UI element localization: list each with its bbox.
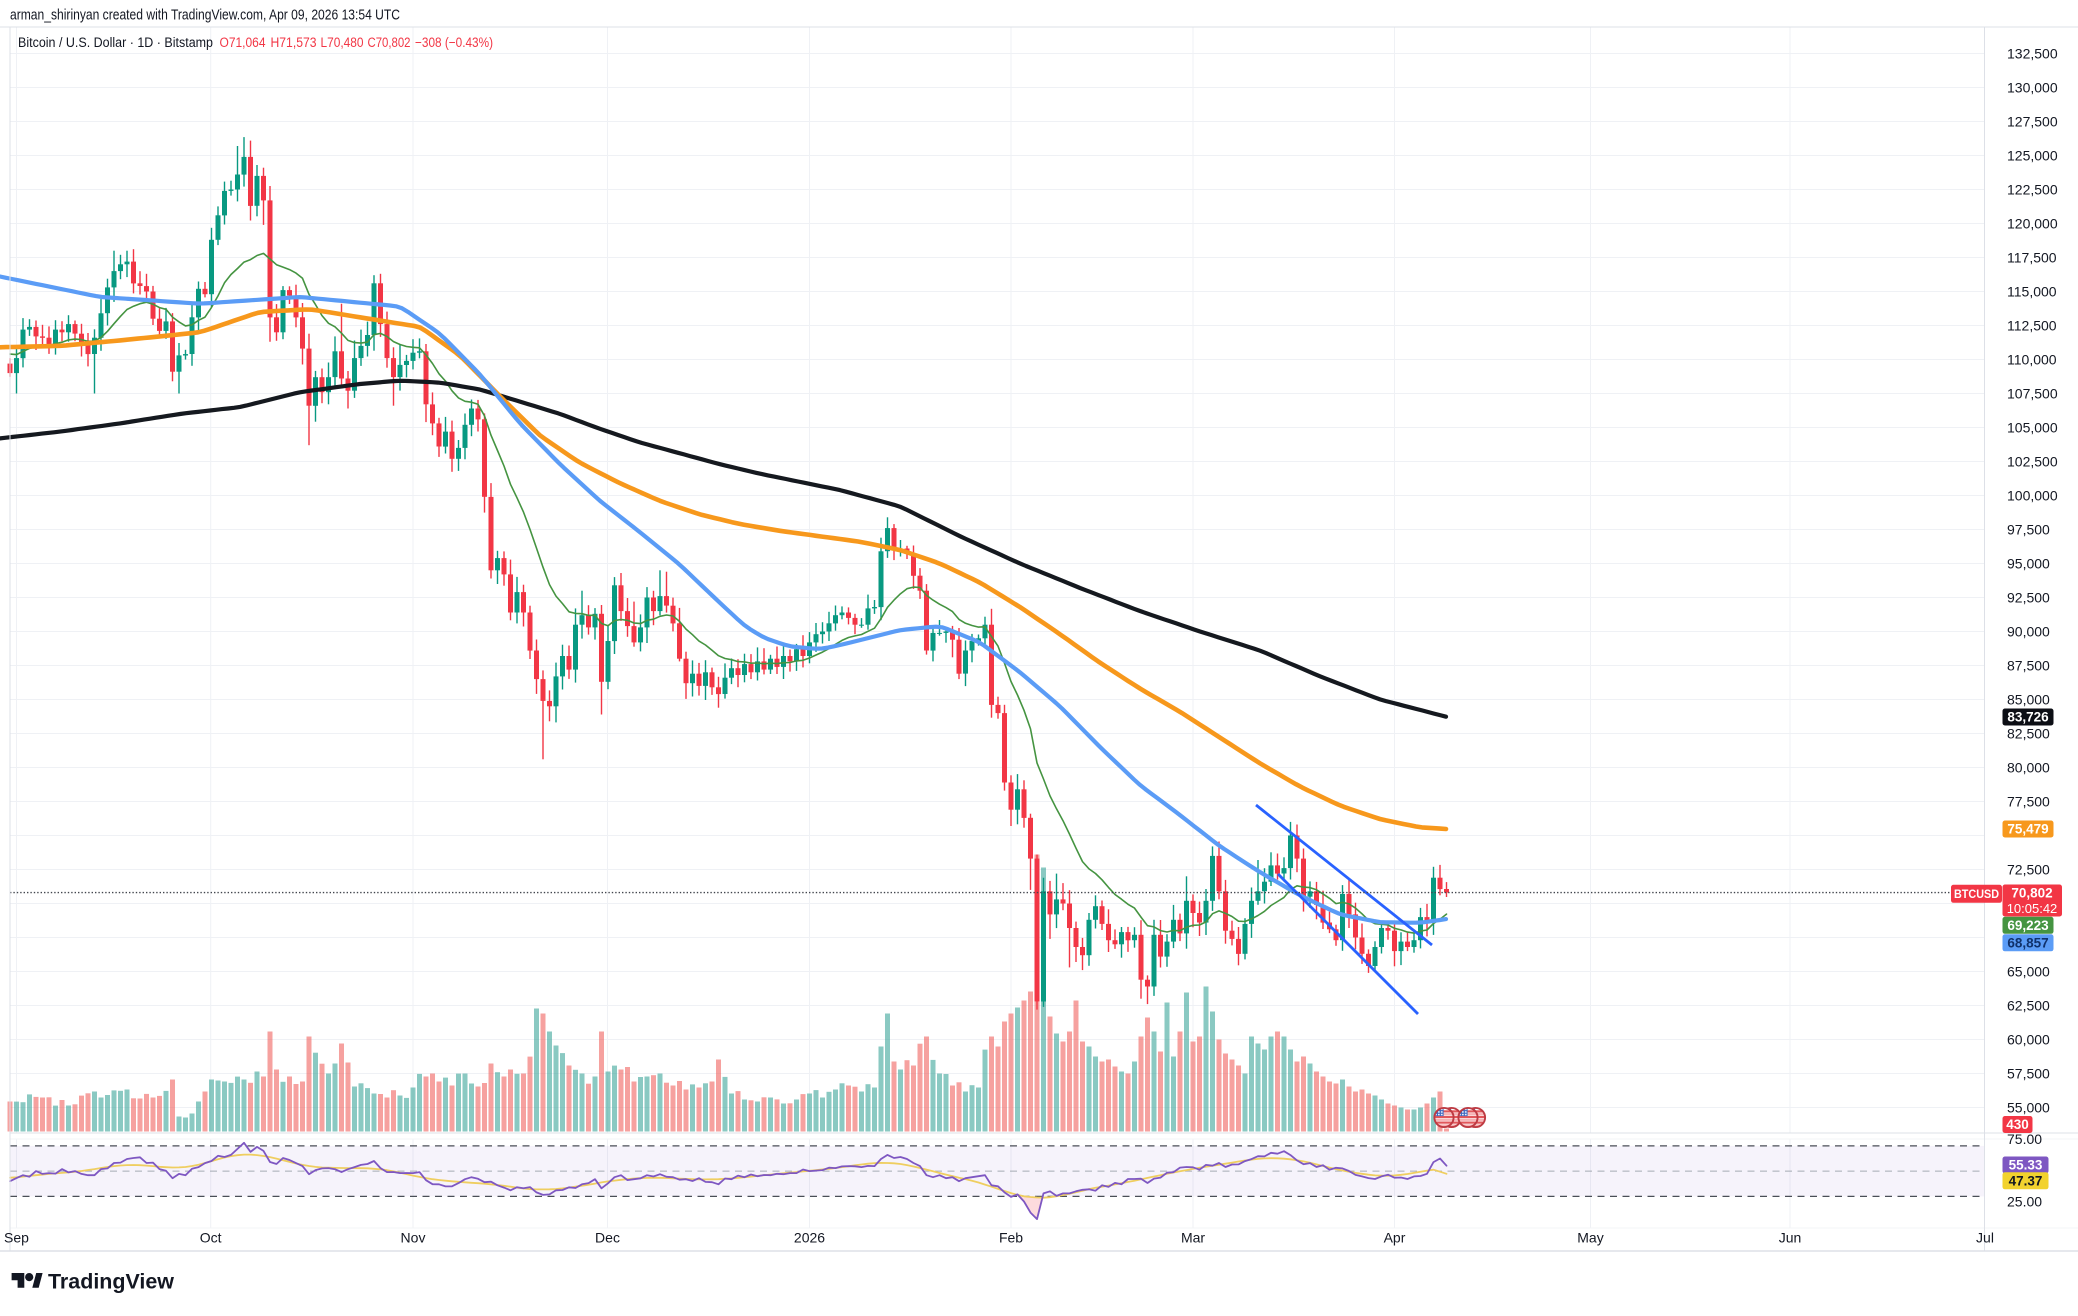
svg-text:125,000: 125,000 (2007, 148, 2058, 164)
svg-text:10:05:42: 10:05:42 (2007, 901, 2058, 916)
svg-text:55.33: 55.33 (2009, 1158, 2043, 1173)
svg-text:132,500: 132,500 (2007, 46, 2058, 62)
svg-text:55,000: 55,000 (2007, 1100, 2050, 1116)
svg-text:Mar: Mar (1181, 1230, 1205, 1246)
svg-text:102,500: 102,500 (2007, 454, 2058, 470)
svg-text:85,000: 85,000 (2007, 692, 2050, 708)
svg-text:Sep: Sep (4, 1230, 29, 1246)
svg-text:25.00: 25.00 (2007, 1194, 2042, 1210)
svg-text:H71,573: H71,573 (271, 35, 317, 50)
svg-text:Jun: Jun (1779, 1230, 1802, 1246)
svg-text:92,500: 92,500 (2007, 590, 2050, 606)
svg-text:TradingView: TradingView (48, 1270, 174, 1294)
svg-text:112,500: 112,500 (2007, 318, 2057, 334)
svg-text:BTCUSD: BTCUSD (1954, 887, 1999, 901)
svg-text:75,479: 75,479 (2007, 822, 2048, 837)
svg-text:430: 430 (2006, 1117, 2029, 1132)
svg-text:97,500: 97,500 (2007, 522, 2050, 538)
svg-text:80,000: 80,000 (2007, 760, 2050, 776)
svg-text:57,500: 57,500 (2007, 1066, 2050, 1082)
svg-text:62,500: 62,500 (2007, 998, 2050, 1014)
svg-text:arman_shirinyan created with T: arman_shirinyan created with TradingView… (10, 8, 400, 24)
svg-text:100,000: 100,000 (2007, 488, 2058, 504)
svg-text:90,000: 90,000 (2007, 624, 2050, 640)
svg-text:82,500: 82,500 (2007, 726, 2050, 742)
svg-text:69,223: 69,223 (2007, 918, 2049, 933)
svg-text:L70,480: L70,480 (321, 35, 364, 50)
svg-text:72,500: 72,500 (2007, 862, 2050, 878)
svg-text:60,000: 60,000 (2007, 1032, 2050, 1048)
svg-text:117,500: 117,500 (2007, 250, 2057, 266)
svg-text:70,802: 70,802 (2011, 886, 2052, 901)
svg-text:May: May (1577, 1230, 1603, 1246)
svg-text:−308 (−0.43%): −308 (−0.43%) (415, 35, 493, 50)
svg-text:Dec: Dec (595, 1230, 620, 1246)
svg-text:130,000: 130,000 (2007, 80, 2058, 96)
svg-text:75.00: 75.00 (2007, 1131, 2042, 1147)
svg-text:115,000: 115,000 (2007, 284, 2057, 300)
svg-text:Apr: Apr (1384, 1230, 1406, 1246)
svg-text:110,000: 110,000 (2007, 352, 2057, 368)
svg-text:95,000: 95,000 (2007, 556, 2050, 572)
svg-text:Bitcoin / U.S. Dollar · 1D · B: Bitcoin / U.S. Dollar · 1D · Bitstamp (18, 35, 213, 50)
svg-text:107,500: 107,500 (2007, 386, 2058, 402)
svg-text:Oct: Oct (200, 1230, 222, 1246)
svg-text:127,500: 127,500 (2007, 114, 2058, 130)
svg-text:65,000: 65,000 (2007, 964, 2050, 980)
svg-text:77,500: 77,500 (2007, 794, 2050, 810)
svg-text:O71,064: O71,064 (220, 35, 266, 50)
svg-text:120,000: 120,000 (2007, 216, 2058, 232)
svg-text:87,500: 87,500 (2007, 658, 2050, 674)
svg-text:Nov: Nov (401, 1230, 426, 1246)
svg-text:47.37: 47.37 (2009, 1174, 2043, 1189)
svg-text:C70,802: C70,802 (368, 35, 411, 50)
svg-text:83,726: 83,726 (2007, 710, 2049, 725)
svg-text:68,857: 68,857 (2007, 936, 2048, 951)
svg-text:2026: 2026 (794, 1230, 825, 1246)
svg-text:122,500: 122,500 (2007, 182, 2058, 198)
svg-text:Feb: Feb (999, 1230, 1023, 1246)
svg-text:Jul: Jul (1976, 1230, 1994, 1246)
svg-text:105,000: 105,000 (2007, 420, 2058, 436)
